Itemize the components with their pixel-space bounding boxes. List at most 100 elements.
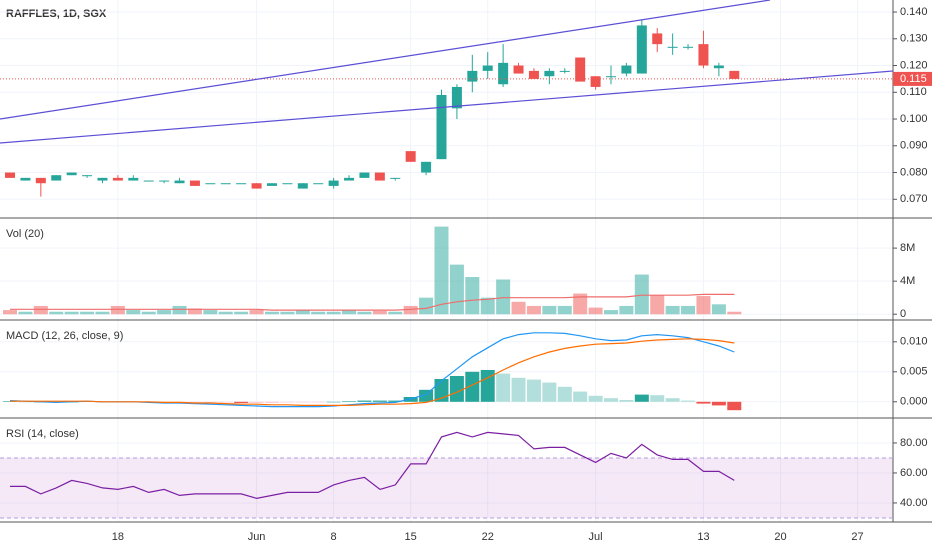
candle-body	[313, 183, 324, 185]
histogram-bar	[634, 394, 649, 402]
histogram-bar	[727, 401, 742, 411]
grid	[0, 0, 893, 522]
y-tick-label: 0.080	[900, 166, 928, 178]
volume-bar	[141, 311, 156, 315]
histogram-bar	[557, 386, 572, 402]
histogram-bar	[573, 391, 588, 402]
candle-body	[544, 70, 555, 77]
chart-title: RAFFLES, 1D, SGX	[6, 8, 107, 20]
candle-body	[236, 183, 247, 185]
volume-bar	[311, 311, 326, 315]
candle-body	[451, 86, 462, 109]
histogram-bar	[311, 401, 326, 403]
volume-bar	[172, 305, 187, 315]
y-tick-label: 0.100	[900, 113, 928, 125]
candle-body	[405, 151, 416, 162]
x-tick-label: Jun	[248, 531, 266, 543]
volume-bar	[264, 311, 279, 315]
volume-bar	[342, 310, 357, 315]
y-tick-label: 0.130	[900, 33, 928, 45]
histogram-bar	[388, 400, 403, 402]
pane-label: RSI (14, close)	[6, 428, 79, 440]
trend-line	[0, 0, 771, 120]
x-tick-label: 18	[112, 531, 124, 543]
volume-bar	[465, 277, 480, 315]
rsi-band	[0, 457, 893, 518]
candle-body	[112, 177, 123, 181]
candle-body	[66, 172, 77, 176]
y-tick-label: 60.00	[900, 467, 928, 479]
x-tick-label: 15	[405, 531, 417, 543]
candle-body	[374, 172, 385, 181]
histogram-bar	[588, 395, 603, 402]
y-tick-label: 8M	[900, 242, 915, 254]
candle-body	[482, 65, 493, 71]
histogram-bar	[264, 401, 279, 403]
candle-body	[590, 76, 601, 87]
histogram-bar	[187, 401, 202, 403]
histogram-bar	[234, 401, 249, 403]
candle-body	[606, 76, 616, 78]
x-tick-label: 8	[331, 531, 337, 543]
volume-bar	[234, 311, 249, 315]
y-tick-label: 0.090	[900, 140, 928, 152]
histogram-bar	[342, 401, 357, 402]
histogram-bar	[526, 379, 541, 402]
candle-body	[297, 183, 308, 189]
volume-bar	[95, 311, 110, 315]
candle-body	[35, 177, 46, 184]
volume-bar	[542, 305, 557, 315]
histogram-bar	[511, 377, 526, 402]
volume-bar	[249, 310, 264, 315]
volume-bar	[434, 226, 449, 315]
histogram-bar	[203, 401, 218, 403]
histogram-bar	[696, 401, 711, 404]
histogram-bar	[650, 395, 665, 402]
histogram-bar	[542, 382, 557, 402]
volume-bar	[388, 311, 403, 315]
volume-bar	[3, 310, 18, 315]
candle-body	[97, 177, 108, 181]
volume-bar	[203, 310, 218, 315]
volume-bar	[280, 311, 295, 315]
candle-body	[328, 180, 339, 186]
volume-bar	[711, 304, 726, 315]
candle-body	[189, 180, 200, 186]
x-tick-label: 22	[482, 531, 494, 543]
volume-bar	[126, 310, 141, 315]
histogram-bar	[419, 389, 434, 402]
volume-bar	[449, 264, 464, 315]
volume-bar	[573, 293, 588, 315]
volume-bar	[526, 305, 541, 315]
y-tick-label: 0.010	[900, 336, 928, 348]
candle-body	[713, 65, 724, 69]
candle-body	[20, 177, 31, 181]
y-tick-label: 0.120	[900, 59, 928, 71]
candle-body	[344, 177, 355, 181]
volume-bar	[696, 296, 711, 315]
volume-bar	[357, 311, 372, 315]
volume-bar	[295, 310, 310, 315]
candle-body	[421, 161, 432, 173]
candle-body	[683, 46, 694, 48]
candle-body	[667, 46, 678, 48]
y-tick-label: 80.00	[900, 437, 928, 449]
trend-lines	[0, 0, 894, 144]
histogram-bar	[665, 398, 680, 402]
histogram-bar	[280, 401, 295, 403]
pane-label: MACD (12, 26, close, 9)	[6, 330, 123, 342]
volume-bar	[187, 308, 202, 315]
volume-bar	[650, 295, 665, 315]
x-tick-label: 20	[774, 531, 786, 543]
pane-label: Vol (20)	[6, 228, 44, 240]
last-price-label: 0.115	[900, 73, 927, 85]
y-tick-label: 0.000	[900, 396, 928, 408]
histogram-bar	[681, 400, 696, 402]
candle-body	[559, 70, 570, 72]
histogram-bar	[18, 401, 33, 403]
histogram-bar	[480, 370, 495, 402]
histogram-bar	[711, 401, 726, 406]
candle-body	[5, 172, 16, 178]
line-series	[10, 431, 735, 500]
